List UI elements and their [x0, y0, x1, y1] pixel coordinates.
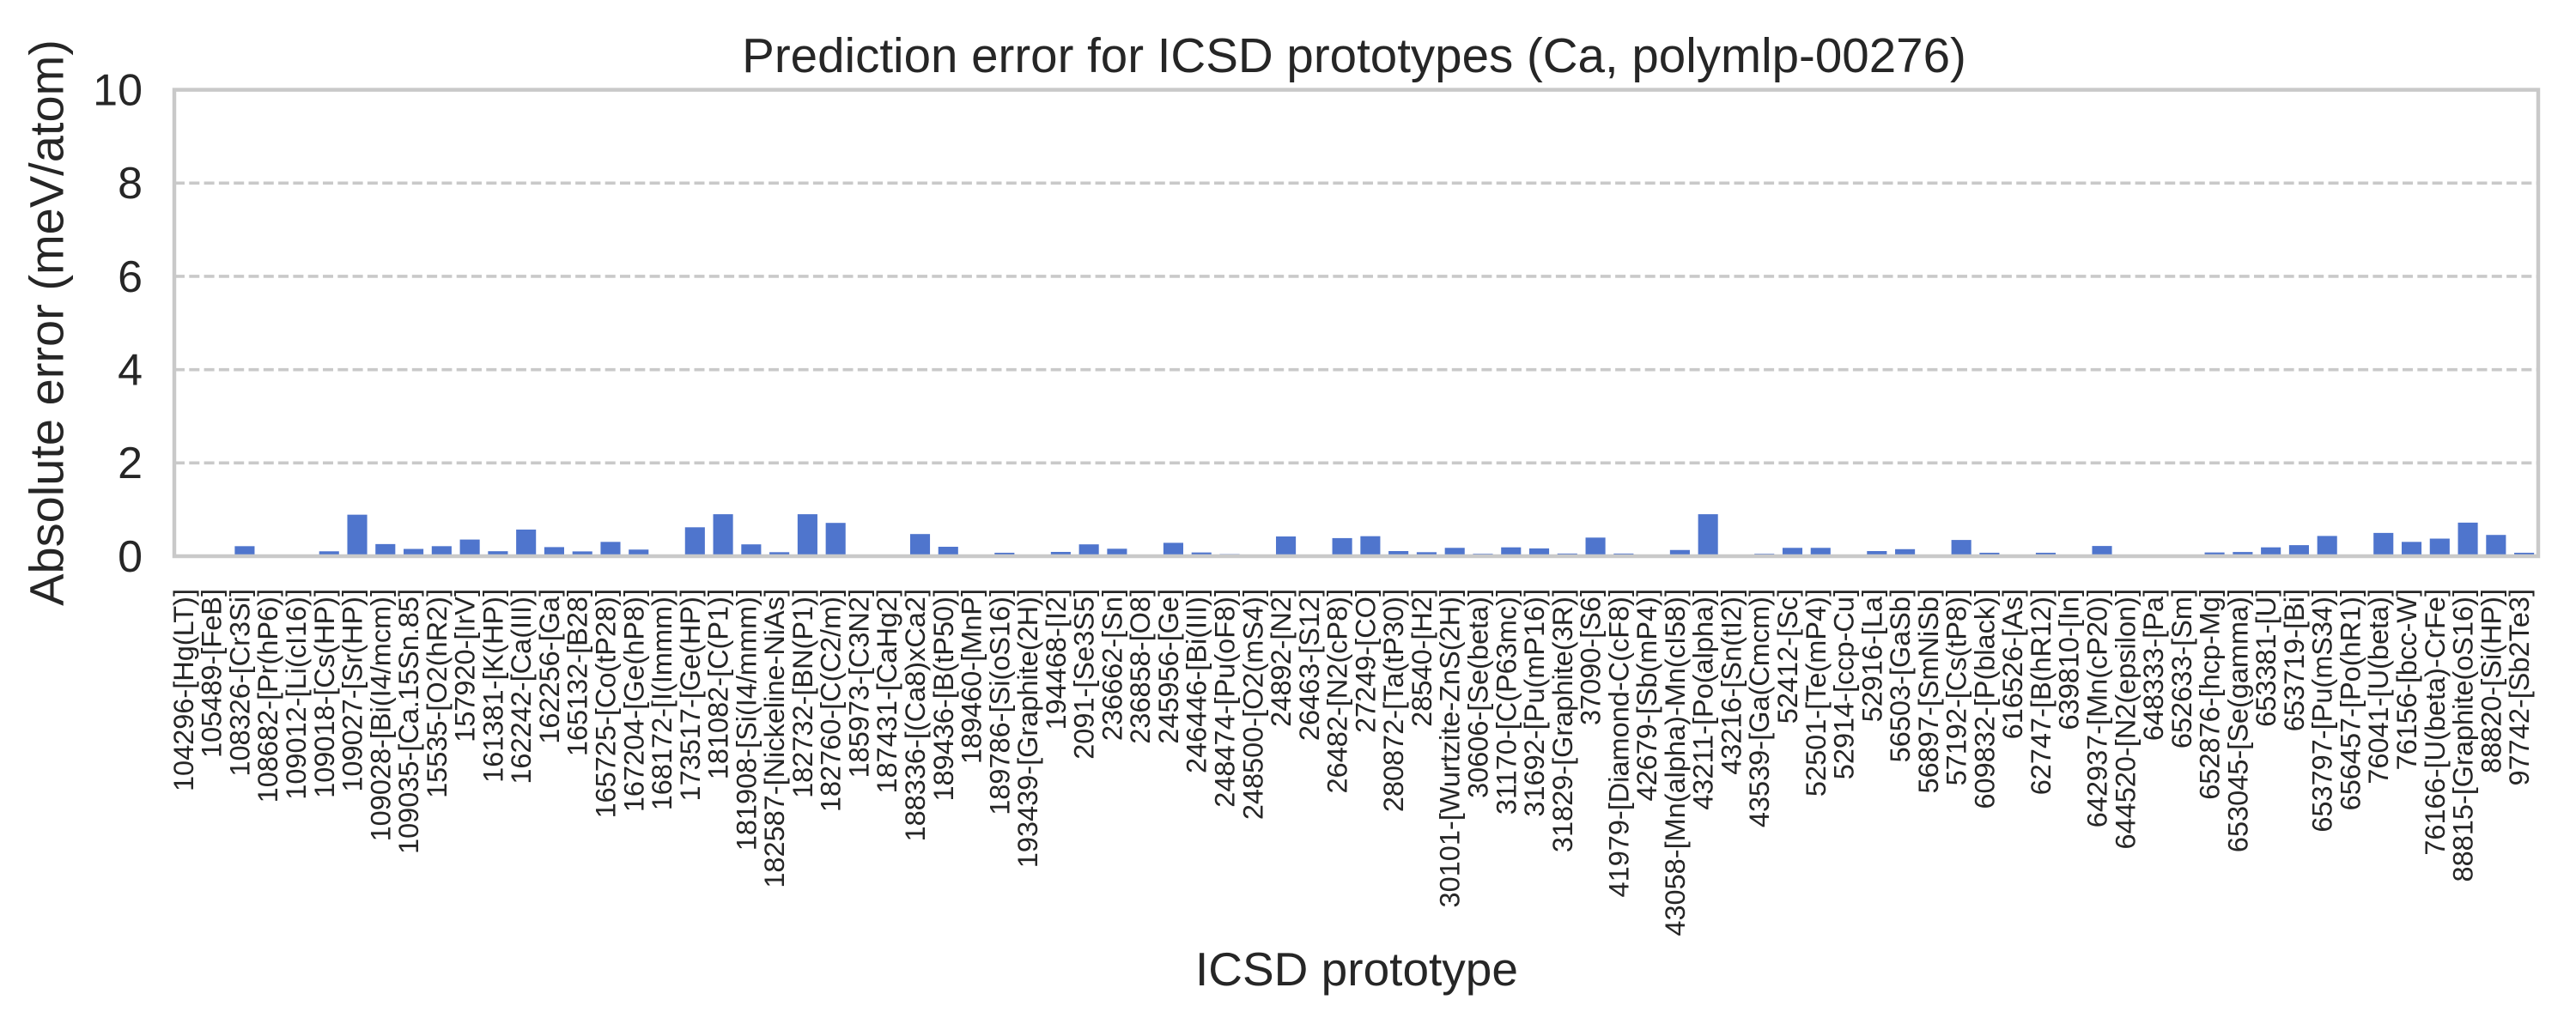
svg-text:189786-[Si(oS16)]: 189786-[Si(oS16)] — [984, 589, 1015, 815]
svg-text:27249-[CO]: 27249-[CO] — [1350, 589, 1381, 733]
svg-text:52501-[Te(mP4)]: 52501-[Te(mP4)] — [1801, 589, 1832, 797]
svg-text:97742-[Sb2Te3]: 97742-[Sb2Te3] — [2504, 589, 2535, 785]
svg-text:108326-[Cr3Si]: 108326-[Cr3Si] — [224, 589, 255, 777]
svg-text:56897-[SmNiSb]: 56897-[SmNiSb] — [1913, 589, 1944, 793]
svg-text:248500-[O2(mS4)]: 248500-[O2(mS4)] — [1237, 589, 1268, 820]
svg-text:642937-[Mn(cP20)]: 642937-[Mn(cP20)] — [2082, 589, 2113, 827]
svg-text:182732-[BN(P1)]: 182732-[BN(P1)] — [787, 589, 818, 798]
svg-text:31170-[C(P63mc)]: 31170-[C(P63mc)] — [1491, 589, 1522, 815]
svg-text:108682-[Pr(hP6)]: 108682-[Pr(hP6)] — [252, 589, 283, 803]
svg-text:648333-[Pa]: 648333-[Pa] — [2138, 589, 2169, 741]
svg-text:188336-[(Ca8)xCa2]: 188336-[(Ca8)xCa2] — [900, 589, 931, 841]
svg-text:165132-[B28]: 165132-[B28] — [562, 589, 593, 756]
svg-text:109018-[Cs(HP)]: 109018-[Cs(HP)] — [309, 589, 340, 798]
svg-text:181082-[C(P1)]: 181082-[C(P1)] — [703, 589, 734, 779]
svg-text:37090-[S6]: 37090-[S6] — [1576, 589, 1607, 725]
svg-text:653045-[Se(gamma)]: 653045-[Se(gamma)] — [2222, 589, 2253, 852]
svg-text:109027-[Sr(HP)]: 109027-[Sr(HP)] — [337, 589, 368, 792]
svg-text:656457-[Po(hR1)]: 656457-[Po(hR1)] — [2335, 589, 2366, 810]
svg-text:43539-[Ga(Cmcm)]: 43539-[Ga(Cmcm)] — [1744, 589, 1775, 827]
svg-text:167204-[Ge(hP8)]: 167204-[Ge(hP8)] — [618, 589, 649, 812]
svg-text:88815-[Graphite(oS16)]: 88815-[Graphite(oS16)] — [2448, 589, 2479, 882]
svg-text:609832-[P(black)]: 609832-[P(black)] — [1969, 589, 2000, 809]
svg-text:Absolute error (meV/atom): Absolute error (meV/atom) — [20, 39, 74, 606]
svg-text:2091-[Se3S5]: 2091-[Se3S5] — [1069, 589, 1100, 760]
svg-text:182587-[Nickeline-NiAs]: 182587-[Nickeline-NiAs] — [759, 589, 790, 888]
svg-text:31829-[Graphite(3R)]: 31829-[Graphite(3R)] — [1547, 589, 1578, 852]
svg-text:245956-[Ge]: 245956-[Ge] — [1153, 589, 1184, 744]
svg-text:15535-[O2(hR2)]: 15535-[O2(hR2)] — [422, 589, 453, 798]
svg-text:165725-[Co(tP28)]: 165725-[Co(tP28)] — [590, 589, 621, 818]
svg-text:185973-[C3N2]: 185973-[C3N2] — [843, 589, 874, 778]
svg-text:162256-[Ga]: 162256-[Ga] — [534, 589, 565, 744]
svg-text:109028-[Bi(I4/mcm)]: 109028-[Bi(I4/mcm)] — [365, 589, 396, 841]
svg-text:181908-[Si(I4/mmm)]: 181908-[Si(I4/mmm)] — [731, 589, 762, 851]
svg-text:236858-[O8]: 236858-[O8] — [1125, 589, 1156, 744]
svg-text:6: 6 — [118, 252, 143, 302]
svg-text:236662-[Sn]: 236662-[Sn] — [1097, 589, 1127, 741]
svg-text:43211-[Po(alpha)]: 43211-[Po(alpha)] — [1688, 589, 1719, 810]
svg-text:Prediction error for ICSD prot: Prediction error for ICSD prototypes (Ca… — [742, 28, 1966, 82]
svg-text:62747-[B(hR12)]: 62747-[B(hR12)] — [2026, 589, 2057, 795]
svg-text:43216-[Sn(tI2)]: 43216-[Sn(tI2)] — [1716, 589, 1747, 775]
svg-text:56503-[GaSb]: 56503-[GaSb] — [1885, 589, 1916, 762]
svg-text:24892-[N2]: 24892-[N2] — [1266, 589, 1297, 727]
svg-text:26482-[N2(cP8)]: 26482-[N2(cP8)] — [1322, 589, 1353, 793]
svg-text:246446-[Bi(III)]: 246446-[Bi(III)] — [1182, 589, 1212, 773]
svg-text:189460-[MnP]: 189460-[MnP] — [957, 589, 987, 764]
svg-text:104296-[Hg(LT)]: 104296-[Hg(LT)] — [168, 589, 199, 791]
svg-text:105489-[FeB]: 105489-[FeB] — [197, 589, 228, 758]
svg-text:187431-[CaHg2]: 187431-[CaHg2] — [872, 589, 902, 794]
svg-text:ICSD prototype: ICSD prototype — [1195, 942, 1518, 996]
svg-text:52412-[Sc]: 52412-[Sc] — [1772, 589, 1803, 724]
svg-text:653797-[Pu(mS34)]: 653797-[Pu(mS34)] — [2307, 589, 2338, 833]
svg-text:248474-[Pu(oF8)]: 248474-[Pu(oF8)] — [1210, 589, 1241, 808]
svg-text:161381-[K(HP)]: 161381-[K(HP)] — [477, 589, 508, 783]
svg-text:173517-[Ge(HP)]: 173517-[Ge(HP)] — [675, 589, 706, 801]
svg-text:644520-[N2(epsilon)]: 644520-[N2(epsilon)] — [2110, 589, 2141, 850]
svg-text:653381-[U]: 653381-[U] — [2251, 589, 2281, 727]
svg-text:189436-[B(tP50)]: 189436-[B(tP50)] — [928, 589, 959, 802]
svg-text:193439-[Graphite(2H)]: 193439-[Graphite(2H)] — [1012, 589, 1043, 868]
svg-text:4: 4 — [118, 346, 143, 396]
svg-text:616526-[As]: 616526-[As] — [1997, 589, 2028, 739]
svg-text:30606-[Se(beta)]: 30606-[Se(beta)] — [1462, 589, 1493, 798]
svg-text:109012-[Li(cI16)]: 109012-[Li(cI16)] — [281, 589, 312, 800]
svg-text:280872-[Ta(tP30)]: 280872-[Ta(tP30)] — [1378, 589, 1409, 812]
svg-text:57192-[Cs(tP8)]: 57192-[Cs(tP8)] — [1941, 589, 1972, 785]
svg-text:42679-[Sb(mP4)]: 42679-[Sb(mP4)] — [1631, 589, 1662, 801]
svg-text:76166-[U(beta)-CrFe]: 76166-[U(beta)-CrFe] — [2420, 589, 2451, 856]
svg-text:28540-[H2]: 28540-[H2] — [1406, 589, 1437, 727]
svg-text:52914-[ccp-Cu]: 52914-[ccp-Cu] — [1829, 589, 1860, 779]
svg-text:10: 10 — [93, 66, 143, 116]
svg-text:43058-[Mn(alpha)-Mn(cI58)]: 43058-[Mn(alpha)-Mn(cI58)] — [1660, 589, 1691, 936]
svg-text:52916-[La]: 52916-[La] — [1856, 589, 1887, 722]
svg-text:652633-[Sm]: 652633-[Sm] — [2166, 589, 2197, 748]
svg-text:76041-[U(beta)]: 76041-[U(beta)] — [2363, 589, 2394, 785]
svg-text:31692-[Pu(mP16)]: 31692-[Pu(mP16)] — [1519, 589, 1550, 817]
svg-text:2: 2 — [118, 439, 143, 488]
svg-text:182760-[C(C2/m)]: 182760-[C(C2/m)] — [816, 589, 847, 812]
svg-text:41979-[Diamond-C(cF8)]: 41979-[Diamond-C(cF8)] — [1603, 589, 1634, 897]
svg-text:0: 0 — [118, 532, 143, 582]
svg-text:8: 8 — [118, 159, 143, 209]
svg-text:157920-[IrV]: 157920-[IrV] — [450, 589, 481, 742]
svg-text:653719-[Bi]: 653719-[Bi] — [2279, 589, 2310, 731]
svg-text:194468-[I2]: 194468-[I2] — [1041, 589, 1072, 730]
svg-text:76156-[bcc-W]: 76156-[bcc-W] — [2391, 589, 2422, 770]
svg-text:639810-[In]: 639810-[In] — [2054, 589, 2085, 730]
svg-text:88820-[Si(HP)]: 88820-[Si(HP)] — [2476, 589, 2506, 773]
svg-text:652876-[hcp-Mg]: 652876-[hcp-Mg] — [2195, 589, 2226, 800]
svg-text:162242-[Ca(III)]: 162242-[Ca(III)] — [506, 589, 537, 785]
svg-text:109035-[Ca.15Sn.85]: 109035-[Ca.15Sn.85] — [393, 589, 424, 854]
svg-text:30101-[Wurtzite-ZnS(2H)]: 30101-[Wurtzite-ZnS(2H)] — [1435, 589, 1466, 907]
svg-text:168172-[I(Immm)]: 168172-[I(Immm)] — [647, 589, 677, 810]
svg-text:26463-[S12]: 26463-[S12] — [1294, 589, 1325, 741]
